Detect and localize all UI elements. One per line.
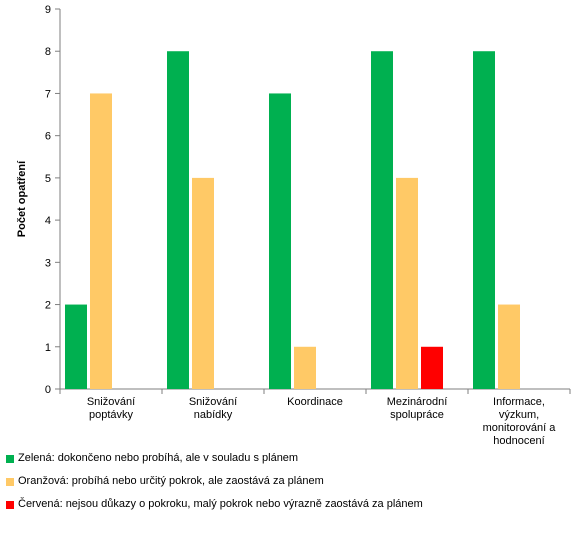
x-category-label: Koordinace [287,396,343,408]
x-category-label: Snižování poptávky [87,396,135,421]
legend-item-orange: Oranžová: probíhá nebo určitý pokrok, al… [6,475,566,488]
bar [498,304,520,389]
legend-swatch [6,478,14,486]
legend-item-red: Červená: nejsou důkazy o pokroku, malý p… [6,498,566,511]
bar [192,177,214,389]
bar [90,93,112,389]
bar [269,93,291,389]
legend-label: Zelená: dokončeno nebo probíhá, ale v so… [18,452,299,464]
legend-swatch [6,455,14,463]
bar [294,346,316,389]
legend: Zelená: dokončeno nebo probíhá, ale v so… [6,452,566,521]
legend-swatch [6,501,14,509]
legend-item-green: Zelená: dokončeno nebo probíhá, ale v so… [6,452,566,465]
x-categories: Snižování poptávky Snižování nabídky Koordin… [59,389,571,447]
bar [65,304,87,389]
y-ticks: 0 1 2 3 4 5 6 7 8 9 [45,4,60,396]
bar [371,51,393,389]
y-tick-label: 8 [45,46,51,58]
bar [396,177,418,389]
legend-label: Oranžová: probíhá nebo určitý pokrok, al… [18,475,324,487]
y-tick-label: 2 [45,300,51,312]
y-axis-label: Počet opatření [16,160,28,237]
bar [473,51,495,389]
y-tick-label: 0 [45,384,51,396]
y-tick-label: 9 [45,4,51,16]
y-tick-label: 6 [45,131,51,143]
bars [65,51,520,389]
bar [167,51,189,389]
bar [421,346,443,389]
x-category-label: Mezinárodní spolupráce [387,396,448,421]
legend-label: Červená: nejsou důkazy o pokroku, malý p… [18,498,423,510]
x-category-label: Snižování nabídky [189,396,237,421]
y-tick-label: 3 [45,257,51,269]
y-tick-label: 5 [45,173,51,185]
y-tick-label: 7 [45,88,51,100]
y-tick-label: 1 [45,342,51,354]
x-category-label: Informace, výzkum, monitorování a hodnocení [483,396,557,447]
bar-chart: 0 1 2 3 4 5 6 7 8 9 Snižování poptávky Snižování nab… [16,4,571,447]
y-tick-label: 4 [45,215,51,227]
